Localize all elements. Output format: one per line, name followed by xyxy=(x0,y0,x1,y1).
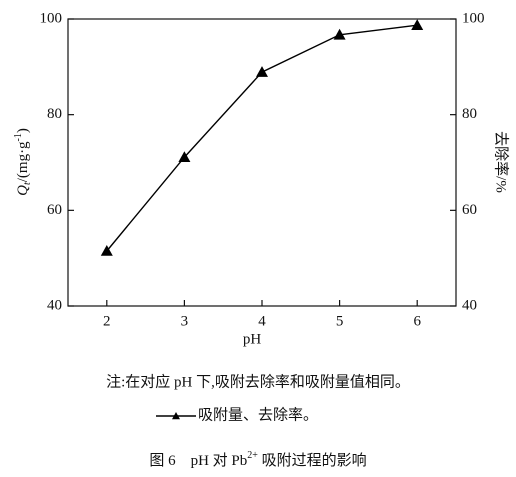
x-tick-label: 5 xyxy=(336,313,344,329)
caption-part: 图 6 pH 对 Pb xyxy=(149,452,247,469)
series-line xyxy=(106,24,418,252)
caption-part: 2+ xyxy=(247,450,258,461)
caption: 图 6 pH 对 Pb2+ 吸附过程的影响 xyxy=(149,450,366,469)
marker xyxy=(256,66,268,77)
y-tick-label: 60 xyxy=(47,202,62,218)
y2-tick-label: 60 xyxy=(462,202,477,218)
caption-part: 吸附过程的影响 xyxy=(258,452,367,469)
x-tick-label: 6 xyxy=(413,313,421,329)
note: 注:在对应 pH 下,吸附去除率和吸附量值相同。 xyxy=(106,372,410,390)
y-label-part: /(mg·g xyxy=(15,141,31,182)
y-tick-label: 80 xyxy=(47,106,62,122)
y-axis-label: Qt/(mg·g-1) xyxy=(13,128,33,196)
x-tick-label: 2 xyxy=(103,313,111,329)
y-tick-label: 40 xyxy=(47,297,62,313)
y-tick-label: 100 xyxy=(40,10,63,26)
y-label-part: ) xyxy=(15,128,31,133)
marker xyxy=(333,28,346,40)
x-axis-label: pH xyxy=(243,331,262,347)
y-label-part: t xyxy=(22,182,33,185)
marker xyxy=(411,19,424,31)
marker xyxy=(178,151,191,163)
legend-label: 吸附量、去除率。 xyxy=(198,406,318,423)
y-label-part: Q xyxy=(15,185,31,196)
legend-marker xyxy=(172,412,180,420)
y2-tick-label: 40 xyxy=(462,297,477,313)
plot-frame xyxy=(67,18,457,307)
y-label-part: -1 xyxy=(13,133,24,141)
y2-tick-label: 100 xyxy=(462,10,485,26)
x-tick-label: 4 xyxy=(258,313,266,329)
marker xyxy=(100,244,113,256)
y2-tick-label: 80 xyxy=(462,106,477,122)
y2-axis-label: 去除率/% xyxy=(493,131,510,193)
x-tick-label: 3 xyxy=(181,313,189,329)
